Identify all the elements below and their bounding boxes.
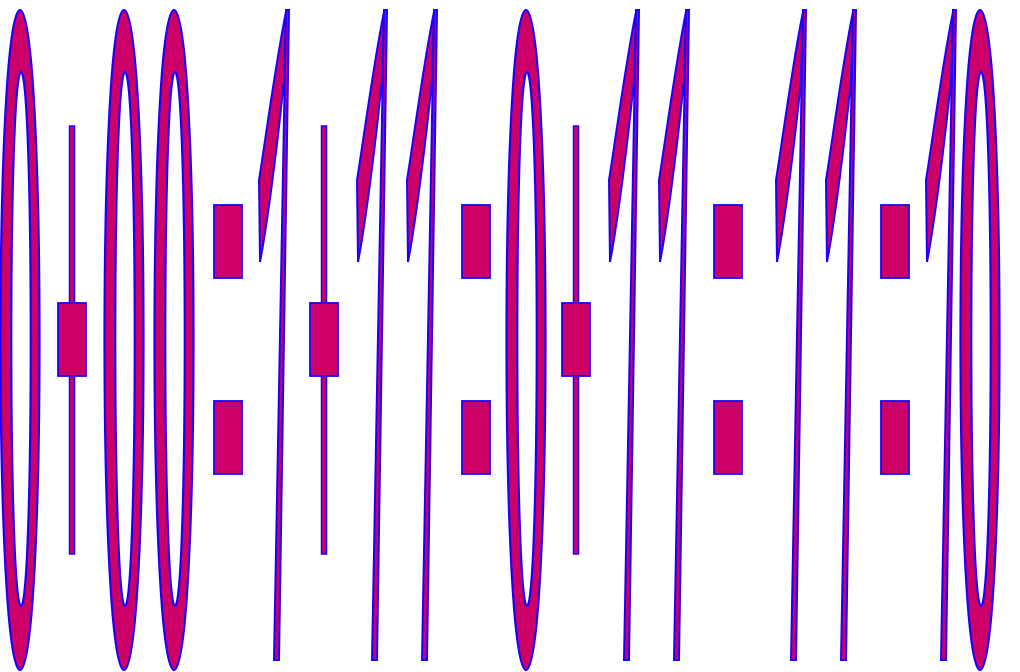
colon-dot-bottom-17 xyxy=(880,400,910,475)
colon-dot-top-17 xyxy=(880,204,910,279)
zero-glyph-3 xyxy=(153,8,195,672)
zero-glyph-0 xyxy=(0,8,41,672)
zero-glyph-19 xyxy=(959,8,1001,672)
colon-dot-bottom-14 xyxy=(713,400,743,475)
one-glyph-18 xyxy=(924,9,958,661)
rule-block-6 xyxy=(309,302,339,377)
one-glyph-7 xyxy=(355,9,389,661)
one-glyph-12 xyxy=(607,9,641,661)
one-glyph-8 xyxy=(405,9,439,661)
one-glyph-13 xyxy=(657,9,691,661)
rule-block-11 xyxy=(561,302,591,377)
colon-dot-bottom-9 xyxy=(461,400,491,475)
colon-dot-top-4 xyxy=(213,204,243,279)
one-glyph-5 xyxy=(257,9,291,661)
zero-glyph-2 xyxy=(103,8,145,672)
one-glyph-15 xyxy=(774,9,808,661)
colon-dot-top-14 xyxy=(713,204,743,279)
rule-block-1 xyxy=(57,302,87,377)
zero-glyph-10 xyxy=(505,8,547,672)
colon-dot-top-9 xyxy=(461,204,491,279)
colon-dot-bottom-4 xyxy=(213,400,243,475)
one-glyph-16 xyxy=(824,9,858,661)
